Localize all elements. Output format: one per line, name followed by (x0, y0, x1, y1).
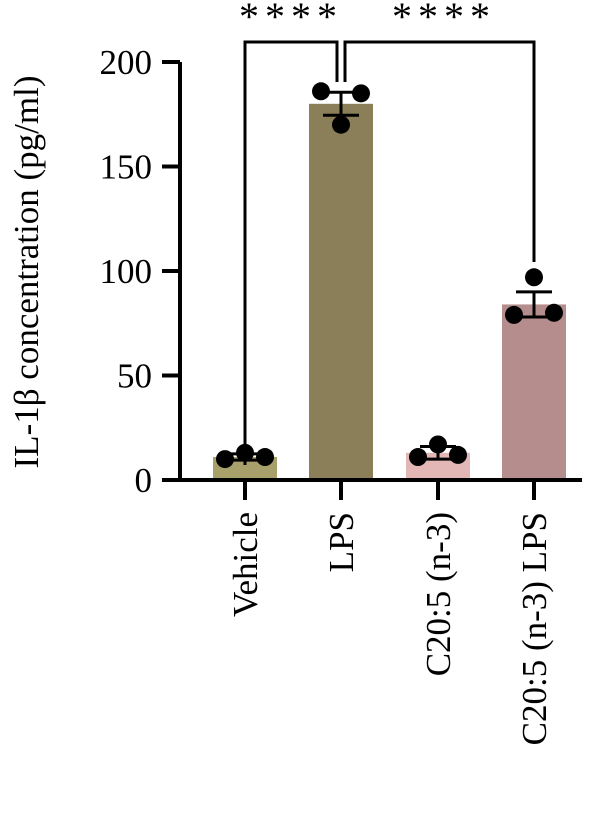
significance-label-1: **** (392, 0, 496, 39)
data-point (312, 82, 330, 101)
x-tick-label: C20:5 (n-3) (419, 512, 458, 676)
data-point (352, 84, 370, 103)
x-tick-label: C20:5 (n-3) LPS (515, 512, 554, 745)
bar-1 (309, 103, 373, 481)
y-axis: 0 50 100 150 200 (100, 43, 182, 500)
data-point (256, 448, 274, 467)
data-point (505, 305, 523, 324)
data-point (216, 450, 234, 469)
data-point (449, 445, 467, 464)
significance-label-0: **** (239, 0, 343, 39)
y-tick-label: 150 (100, 148, 153, 187)
data-point (525, 268, 543, 287)
significance-bracket-1: **** (343, 0, 536, 262)
y-tick-label: 200 (100, 43, 153, 82)
x-tick-label: Vehicle (226, 512, 265, 617)
significance-bracket-0: **** (239, 0, 343, 465)
x-tick-label: LPS (322, 512, 361, 572)
bar-3 (502, 304, 566, 480)
data-point (409, 448, 427, 467)
data-point (545, 303, 563, 322)
y-tick-label: 0 (135, 461, 153, 500)
data-point (332, 115, 350, 134)
y-axis-label: IL-1β concentration (pg/ml) (7, 76, 46, 469)
x-axis: Vehicle LPS C20:5 (n-3) C20:5 (n-3) LPS (180, 478, 582, 745)
y-tick-label: 100 (100, 252, 153, 291)
data-point (429, 435, 447, 454)
y-tick-label: 50 (117, 357, 152, 396)
